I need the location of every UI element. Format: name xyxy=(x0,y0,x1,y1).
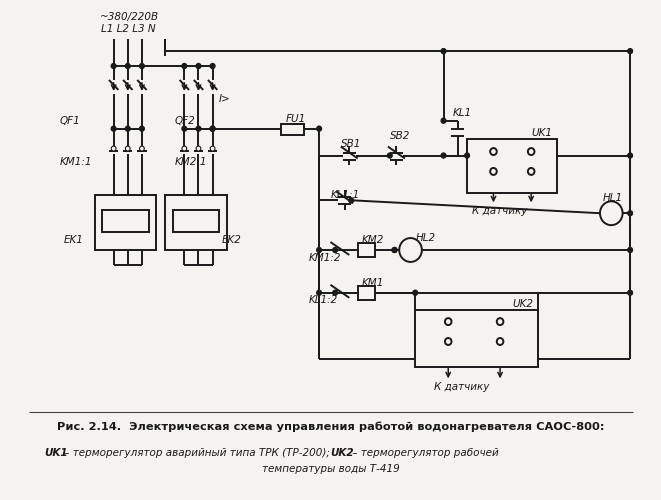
Bar xyxy=(95,196,156,250)
Circle shape xyxy=(196,146,201,151)
Circle shape xyxy=(317,290,321,295)
Text: KM1:2: KM1:2 xyxy=(309,253,341,263)
Circle shape xyxy=(628,48,633,54)
Circle shape xyxy=(210,146,215,151)
Bar xyxy=(165,196,227,250)
Circle shape xyxy=(139,126,144,131)
Text: KM1: KM1 xyxy=(362,278,384,288)
Circle shape xyxy=(600,202,623,225)
Text: – терморегулятор рабочей: – терморегулятор рабочей xyxy=(349,448,499,458)
Text: UK1: UK1 xyxy=(531,128,552,138)
Circle shape xyxy=(628,153,633,158)
Text: температуры воды Т-419: температуры воды Т-419 xyxy=(262,464,399,474)
Circle shape xyxy=(497,338,504,345)
Text: HL1: HL1 xyxy=(603,194,623,203)
Bar xyxy=(282,124,304,134)
Text: KM1:1: KM1:1 xyxy=(60,158,93,168)
Circle shape xyxy=(497,318,504,325)
Circle shape xyxy=(628,248,633,252)
Circle shape xyxy=(210,126,215,131)
Text: EK1: EK1 xyxy=(63,235,83,245)
Text: FU1: FU1 xyxy=(286,114,306,124)
Circle shape xyxy=(139,146,144,151)
Circle shape xyxy=(441,153,446,158)
Circle shape xyxy=(441,48,446,54)
Circle shape xyxy=(111,64,116,68)
Text: QF1: QF1 xyxy=(60,116,81,126)
Circle shape xyxy=(126,146,130,151)
Circle shape xyxy=(465,153,469,158)
Text: L1 L2 L3 N: L1 L2 L3 N xyxy=(101,24,156,34)
Bar xyxy=(173,210,219,232)
Circle shape xyxy=(628,290,633,295)
Circle shape xyxy=(490,168,497,175)
Bar xyxy=(358,286,375,300)
Circle shape xyxy=(111,126,116,131)
Bar xyxy=(358,243,375,257)
Text: ~380/220В: ~380/220В xyxy=(100,12,159,22)
Circle shape xyxy=(210,126,215,131)
Circle shape xyxy=(399,238,422,262)
Text: KM2:1: KM2:1 xyxy=(175,158,208,168)
Circle shape xyxy=(441,118,446,123)
Circle shape xyxy=(182,146,186,151)
Bar xyxy=(415,310,538,368)
Circle shape xyxy=(445,318,451,325)
Circle shape xyxy=(126,64,130,68)
Circle shape xyxy=(182,64,186,68)
Text: К датчику: К датчику xyxy=(434,382,489,392)
Circle shape xyxy=(182,126,186,131)
Circle shape xyxy=(413,290,418,295)
Circle shape xyxy=(528,148,535,155)
Circle shape xyxy=(349,198,354,203)
Circle shape xyxy=(490,148,497,155)
Text: QF2: QF2 xyxy=(175,116,196,126)
Circle shape xyxy=(196,64,201,68)
Text: KL1: KL1 xyxy=(453,108,472,118)
Bar xyxy=(467,138,557,194)
Text: – терморегулятор аварийный типа ТРК (ТР-200);: – терморегулятор аварийный типа ТРК (ТР-… xyxy=(61,448,333,458)
Circle shape xyxy=(445,338,451,345)
Circle shape xyxy=(332,248,338,252)
Circle shape xyxy=(528,168,535,175)
Circle shape xyxy=(387,153,392,158)
Text: SB1: SB1 xyxy=(341,138,361,148)
Circle shape xyxy=(126,126,130,131)
Text: Рис. 2.14.  Электрическая схема управления работой водонагревателя САОС-800:: Рис. 2.14. Электрическая схема управлени… xyxy=(57,421,604,432)
Text: KL1:2: KL1:2 xyxy=(309,294,338,304)
Text: UK2: UK2 xyxy=(512,298,533,308)
Circle shape xyxy=(139,64,144,68)
Text: UK2: UK2 xyxy=(330,448,354,458)
Text: UK1: UK1 xyxy=(44,448,67,458)
Text: HL2: HL2 xyxy=(415,233,436,243)
Circle shape xyxy=(196,126,201,131)
Text: EK2: EK2 xyxy=(222,235,242,245)
Text: KL1:1: KL1:1 xyxy=(330,190,360,200)
Circle shape xyxy=(210,64,215,68)
Circle shape xyxy=(332,290,338,295)
Circle shape xyxy=(111,146,116,151)
Text: I>: I> xyxy=(219,94,231,104)
Circle shape xyxy=(317,248,321,252)
Circle shape xyxy=(392,248,397,252)
Text: К датчику: К датчику xyxy=(472,206,527,216)
Circle shape xyxy=(628,210,633,216)
Circle shape xyxy=(392,248,397,252)
Circle shape xyxy=(317,126,321,131)
Bar xyxy=(102,210,149,232)
Text: SB2: SB2 xyxy=(390,130,410,140)
Text: KM2: KM2 xyxy=(362,235,384,245)
